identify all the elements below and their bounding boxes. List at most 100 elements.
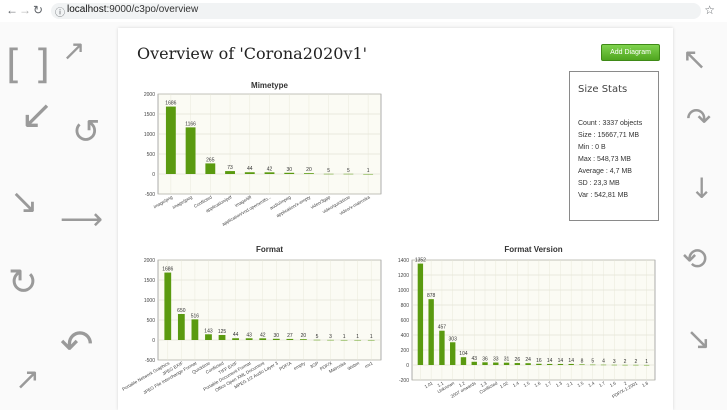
bar — [272, 338, 280, 340]
bar — [205, 163, 216, 174]
stat-line: Max : 548,73 MB — [578, 156, 631, 163]
data-label: 457 — [438, 325, 447, 331]
url-path: :9000/c3po/overview — [106, 4, 199, 15]
arrow-doodle: ↷ — [686, 102, 712, 137]
arrow-doodle: ↗ — [15, 362, 41, 397]
data-label: 14 — [547, 358, 553, 364]
y-tick-label: 2000 — [144, 92, 155, 98]
forward-icon[interactable]: → — [19, 3, 31, 17]
bar — [471, 361, 477, 365]
y-tick-label: 0 — [406, 363, 409, 369]
reload-icon[interactable]: ↻ — [33, 3, 44, 17]
y-tick-label: 1400 — [398, 258, 409, 264]
data-label: 1686 — [162, 267, 173, 273]
arrow-doodle: ↺ — [72, 112, 101, 152]
bar — [622, 364, 628, 366]
data-label: 2 — [624, 359, 627, 365]
y-tick-label: 2000 — [144, 258, 155, 264]
bar — [264, 172, 275, 174]
data-label: 878 — [427, 293, 436, 299]
data-label: 1686 — [165, 101, 176, 107]
bar — [343, 173, 354, 175]
arrow-doodle: ↘ — [10, 182, 39, 222]
category-label: 1.2 — [458, 380, 466, 388]
category-label: 1.02 — [499, 380, 510, 389]
data-label: 1 — [367, 168, 370, 174]
data-label: 265 — [206, 157, 215, 163]
arrow-doodle: ↖ — [682, 42, 708, 77]
bar — [514, 363, 521, 365]
y-tick-label: 1000 — [144, 132, 155, 138]
bar — [323, 173, 334, 175]
y-tick-label: 200 — [401, 348, 410, 354]
bar — [428, 299, 434, 365]
data-label: 31 — [504, 357, 510, 363]
bar — [165, 106, 176, 174]
data-label: 27 — [287, 333, 293, 339]
data-label: 14 — [568, 358, 574, 364]
data-label: 44 — [247, 166, 253, 172]
data-label: 20 — [306, 167, 312, 173]
stat-line: Size : 15667,71 MB — [578, 132, 640, 139]
bar — [327, 339, 334, 341]
bar — [546, 363, 553, 365]
category-label: 1.3 — [480, 380, 488, 388]
data-label: 16 — [536, 358, 542, 364]
address-bar[interactable]: ⓘ localhost:9000/c3po/overview — [51, 3, 701, 19]
bar — [177, 314, 185, 340]
data-label: 650 — [177, 308, 186, 314]
data-label: 30 — [274, 333, 280, 339]
category-label: empty — [293, 360, 307, 371]
data-label: 8 — [581, 358, 584, 364]
data-label: 43 — [246, 332, 252, 338]
size-stats-title: Size Stats — [578, 84, 628, 95]
chart-0: Mimetype -500 0 500 1000 1500 2000 1686 image/pn… — [144, 81, 382, 227]
add-diagram-button[interactable]: Add Diagram — [601, 44, 660, 61]
category-label: 3GP — [309, 361, 319, 370]
y-tick-label: 500 — [147, 318, 156, 324]
data-label: 42 — [260, 332, 266, 338]
data-label: 143 — [204, 328, 213, 334]
data-label: 20 — [301, 333, 307, 339]
bar — [460, 357, 467, 365]
bar — [218, 335, 226, 340]
stat-line: SD : 23,3 MB — [578, 180, 620, 187]
info-icon[interactable]: ⓘ — [55, 8, 65, 19]
data-label: 303 — [449, 336, 458, 342]
y-tick-label: 0 — [152, 172, 155, 178]
bar — [164, 272, 172, 340]
data-label: 30 — [286, 167, 292, 173]
y-tick-label: 400 — [401, 333, 410, 339]
y-tick-label: 800 — [401, 303, 410, 309]
data-label: 3 — [613, 359, 616, 365]
arrow-doodle: ↗ — [62, 34, 86, 67]
bar — [503, 362, 510, 365]
url-host: localhost — [67, 4, 107, 15]
back-icon[interactable]: ← — [6, 3, 18, 17]
category-label: PDF/A — [278, 361, 292, 372]
bar — [286, 338, 294, 340]
category-label: 2 — [623, 380, 628, 386]
y-tick-label: 600 — [401, 318, 410, 324]
stat-line: Min : 0 B — [578, 144, 606, 151]
y-tick-label: 1000 — [144, 298, 155, 304]
bar — [340, 339, 348, 341]
stat-line: Average : 4,7 MB — [578, 168, 632, 175]
category-label: 1.1 — [437, 380, 445, 388]
chart-title: Format — [256, 245, 283, 254]
bar — [363, 173, 374, 175]
star-icon[interactable]: ☆ — [704, 3, 715, 17]
data-label: 2 — [634, 359, 637, 365]
bar — [367, 339, 375, 341]
y-tick-label: 0 — [152, 338, 155, 344]
y-tick-label: -500 — [145, 358, 155, 364]
data-label: 3 — [329, 334, 332, 340]
data-label: 1 — [645, 359, 648, 365]
bar — [600, 364, 607, 366]
category-label: 1.5 — [523, 380, 531, 388]
bar — [450, 342, 456, 365]
arrow-doodle: ↙ — [20, 92, 54, 138]
stat-line: Var : 542,81 MB — [578, 192, 629, 199]
data-label: 125 — [218, 329, 227, 335]
